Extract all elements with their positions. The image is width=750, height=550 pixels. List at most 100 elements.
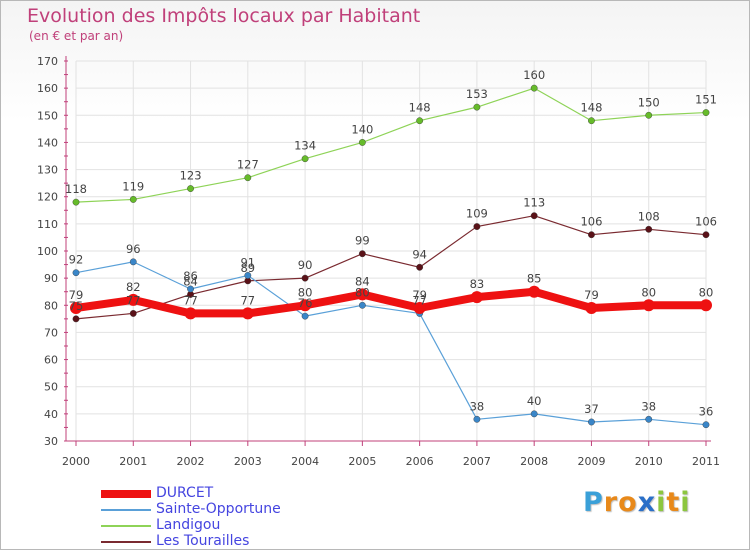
series-line-sainte-opportune [75, 261, 707, 426]
logo-letter: r [603, 487, 619, 518]
data-point-les-tourailles [473, 223, 481, 230]
logo-letter: x [637, 487, 657, 518]
data-label-landigou: 160 [523, 68, 545, 82]
data-label-sainte-opportune: 37 [584, 402, 599, 416]
data-point-landigou [358, 139, 366, 146]
data-label-durcet: 79 [69, 288, 84, 302]
y-tick-label: 80 [44, 299, 58, 312]
data-point-durcet [642, 299, 655, 312]
data-label-les-tourailles: 75 [69, 299, 84, 313]
data-point-sainte-opportune [187, 285, 194, 293]
grid [75, 60, 707, 442]
data-label-sainte-opportune: 77 [412, 293, 427, 307]
y-tick-label: 70 [44, 326, 58, 339]
data-point-landigou [244, 174, 252, 182]
series-line-landigou [75, 87, 707, 203]
legend-label: Les Tourailles [156, 533, 250, 549]
data-point-landigou [473, 103, 481, 111]
data-point-durcet [70, 302, 82, 314]
legend-item-les-tourailles: Les Tourailles [101, 533, 361, 549]
x-tick-label: 2007 [463, 455, 491, 468]
x-tick-label: 2000 [62, 455, 90, 468]
data-label-landigou: 153 [466, 87, 488, 101]
data-point-les-tourailles [416, 263, 424, 271]
data-label-les-tourailles: 106 [580, 215, 602, 229]
data-point-durcet [585, 302, 598, 314]
data-point-landigou [72, 198, 80, 206]
data-label-les-tourailles: 99 [355, 234, 370, 248]
y-tick-label: 90 [44, 272, 58, 285]
logo-letter: t [666, 487, 681, 518]
data-point-sainte-opportune [645, 415, 653, 423]
data-label-les-tourailles: 108 [638, 209, 660, 223]
x-tick-label: 2003 [234, 455, 262, 468]
chart-subtitle: (en € et par an) [29, 29, 124, 43]
y-tick-label: 50 [44, 381, 58, 394]
legend-item-durcet: DURCET [101, 485, 361, 503]
data-point-les-tourailles [702, 231, 710, 239]
data-point-landigou [588, 117, 595, 125]
data-point-landigou [301, 155, 309, 163]
data-label-landigou: 119 [122, 179, 144, 193]
data-label-durcet: 77 [240, 293, 255, 307]
series-layer [70, 84, 712, 429]
data-point-les-tourailles [301, 274, 309, 282]
data-label-landigou: 148 [409, 101, 431, 115]
data-labels: 118 119 123 127 134 140 148 153 160 148 150 151 75 77… [65, 68, 717, 419]
data-label-sainte-opportune: 36 [699, 405, 714, 419]
chart-title: Evolution des Impôts locaux par Habitant [27, 5, 421, 27]
logo-letter: P [583, 487, 604, 518]
data-label-durcet: 80 [298, 285, 313, 299]
x-tick-label: 2004 [291, 455, 319, 468]
legend-swatch [101, 490, 151, 498]
data-label-durcet: 79 [412, 288, 427, 302]
x-tick-label: 2011 [692, 455, 720, 468]
data-label-durcet: 80 [641, 285, 656, 299]
data-point-landigou [530, 84, 538, 92]
data-point-landigou [645, 111, 653, 119]
data-label-durcet: 84 [355, 274, 370, 288]
x-tick-label: 2002 [177, 455, 205, 468]
data-point-landigou [702, 109, 710, 116]
data-label-les-tourailles: 89 [240, 261, 255, 275]
y-tick-label: 100 [37, 245, 58, 258]
data-point-sainte-opportune [129, 258, 137, 266]
data-point-durcet [528, 285, 541, 298]
data-point-les-tourailles [358, 250, 366, 258]
data-label-sainte-opportune: 38 [641, 399, 656, 413]
y-tick-label: 30 [44, 435, 58, 448]
data-point-durcet [127, 293, 140, 306]
y-tick-label: 120 [37, 191, 58, 204]
x-tick-label: 2009 [577, 455, 605, 468]
x-tick-label: 2010 [635, 455, 663, 468]
data-point-sainte-opportune [244, 272, 252, 279]
data-label-les-tourailles: 94 [412, 247, 427, 261]
data-label-landigou: 118 [65, 182, 87, 196]
data-point-les-tourailles [72, 315, 80, 323]
data-label-les-tourailles: 77 [126, 293, 141, 307]
data-point-durcet [700, 299, 712, 312]
data-label-durcet: 82 [126, 280, 141, 294]
data-label-les-tourailles: 84 [183, 274, 198, 288]
x-tick-label: 2008 [520, 455, 548, 468]
legend-swatch [101, 509, 151, 511]
data-point-sainte-opportune [702, 421, 710, 429]
data-label-landigou: 134 [294, 139, 316, 153]
data-point-sainte-opportune [588, 418, 595, 426]
data-point-sainte-opportune [72, 269, 80, 277]
data-point-sainte-opportune [358, 301, 366, 309]
legend-item-sainte-opportune: Sainte-Opportune [101, 501, 361, 519]
data-point-durcet [299, 299, 312, 312]
logo-letter: i [680, 487, 691, 518]
y-tick-label: 130 [37, 164, 58, 177]
data-label-landigou: 151 [695, 93, 717, 107]
y-tick-label: 160 [37, 82, 58, 95]
data-point-durcet [470, 291, 483, 304]
data-label-sainte-opportune: 96 [126, 242, 141, 256]
legend-label: Sainte-Opportune [156, 501, 281, 517]
logo-letter: i [656, 487, 667, 518]
proxiti-logo: Proxiti [583, 487, 691, 518]
data-point-sainte-opportune [473, 415, 481, 423]
data-label-sainte-opportune: 40 [527, 394, 542, 408]
series-line-les-tourailles [75, 215, 707, 320]
